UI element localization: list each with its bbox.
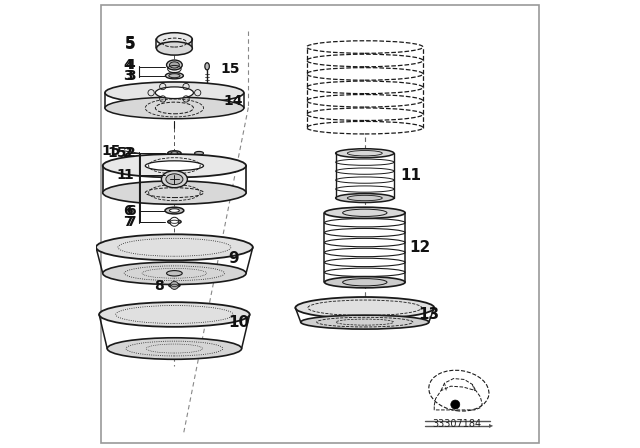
Text: 2: 2: [125, 146, 136, 160]
Ellipse shape: [168, 220, 181, 224]
Text: 33307184: 33307184: [432, 419, 481, 429]
Ellipse shape: [102, 154, 246, 177]
Text: 6: 6: [126, 203, 136, 218]
Text: 1: 1: [123, 168, 132, 182]
Text: 4: 4: [125, 58, 136, 72]
Text: ▸: ▸: [490, 420, 493, 429]
Text: 7: 7: [126, 215, 136, 229]
Ellipse shape: [296, 297, 435, 319]
Ellipse shape: [107, 338, 242, 359]
Text: 9: 9: [228, 251, 239, 266]
Text: 6: 6: [123, 203, 132, 218]
Text: 15: 15: [221, 62, 240, 77]
Ellipse shape: [336, 194, 394, 202]
Text: 14: 14: [224, 94, 243, 108]
Ellipse shape: [336, 149, 394, 158]
Text: 15: 15: [101, 143, 121, 158]
Ellipse shape: [324, 277, 405, 288]
Ellipse shape: [105, 97, 244, 119]
Ellipse shape: [157, 42, 192, 55]
Ellipse shape: [168, 151, 181, 156]
Ellipse shape: [102, 181, 246, 204]
Ellipse shape: [170, 62, 179, 68]
Ellipse shape: [170, 209, 179, 212]
Circle shape: [170, 281, 179, 289]
Text: 3: 3: [126, 69, 136, 83]
Ellipse shape: [99, 302, 250, 327]
Text: 10: 10: [228, 315, 250, 330]
Ellipse shape: [166, 271, 182, 276]
Ellipse shape: [166, 60, 182, 70]
Ellipse shape: [166, 174, 183, 185]
Ellipse shape: [169, 73, 180, 78]
Circle shape: [170, 217, 179, 226]
Ellipse shape: [157, 33, 192, 46]
Ellipse shape: [165, 73, 184, 79]
Ellipse shape: [145, 161, 204, 171]
Text: 4: 4: [123, 58, 132, 73]
Ellipse shape: [165, 207, 184, 214]
Ellipse shape: [171, 152, 178, 155]
Ellipse shape: [169, 284, 180, 288]
Ellipse shape: [205, 63, 209, 70]
Ellipse shape: [161, 171, 188, 188]
Text: 5: 5: [125, 36, 136, 52]
Text: 13: 13: [419, 307, 440, 322]
Ellipse shape: [324, 207, 405, 218]
Ellipse shape: [156, 87, 193, 99]
Text: 2: 2: [123, 146, 132, 160]
Text: 5: 5: [125, 37, 136, 52]
Text: 12: 12: [410, 240, 431, 255]
Ellipse shape: [96, 234, 253, 260]
Ellipse shape: [103, 262, 246, 284]
Text: 8: 8: [154, 279, 164, 293]
Ellipse shape: [195, 151, 204, 155]
Text: 11: 11: [401, 168, 422, 183]
Text: 15: 15: [107, 146, 127, 160]
Ellipse shape: [105, 82, 244, 103]
Text: 1: 1: [116, 168, 127, 182]
Circle shape: [451, 400, 460, 409]
Text: 3: 3: [123, 69, 132, 83]
Text: 7: 7: [123, 215, 132, 229]
Ellipse shape: [301, 315, 429, 329]
